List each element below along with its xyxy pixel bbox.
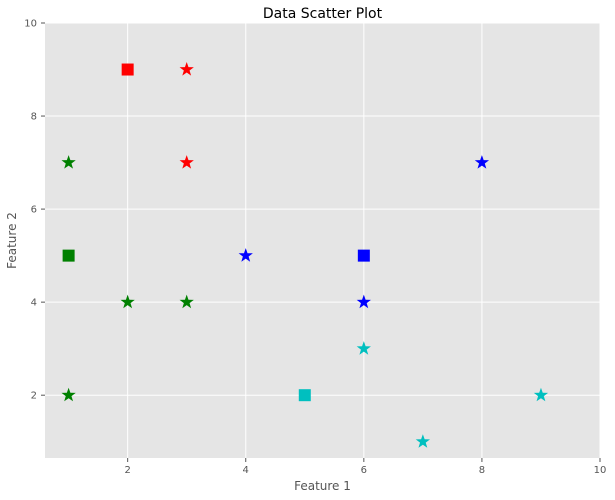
x-axis-label: Feature 1: [294, 479, 351, 493]
y-tick-label: 4: [31, 298, 37, 309]
star-marker: [179, 155, 194, 169]
star-marker: [61, 155, 76, 169]
y-axis-label: Feature 2: [5, 212, 19, 269]
x-tick-label: 10: [594, 465, 607, 476]
centroid-square-marker: [357, 249, 370, 262]
y-axis-ticks: 2 4 6 8 10: [24, 19, 45, 402]
x-axis-ticks: 2 4 6 8 10: [124, 458, 606, 476]
star-marker: [356, 341, 371, 355]
centroid-square-marker: [62, 249, 75, 262]
star-marker: [415, 434, 431, 448]
x-tick-label: 8: [479, 465, 485, 476]
star-marker: [356, 294, 371, 309]
star-marker: [238, 248, 253, 262]
plot-area: [45, 23, 600, 458]
star-marker: [179, 62, 194, 76]
data-points: [61, 62, 549, 448]
y-tick-label: 10: [24, 19, 37, 30]
star-marker: [120, 294, 135, 309]
y-tick-label: 2: [31, 391, 37, 402]
centroid-square-marker: [121, 63, 134, 76]
star-marker: [474, 155, 490, 169]
star-marker: [61, 387, 76, 402]
chart-title: Data Scatter Plot: [263, 6, 383, 22]
x-tick-label: 6: [361, 465, 367, 476]
centroid-square-marker: [298, 389, 311, 402]
x-tick-label: 2: [124, 465, 130, 476]
y-tick-label: 8: [31, 112, 37, 123]
x-tick-label: 4: [243, 465, 249, 476]
star-marker: [179, 294, 194, 309]
grid-lines: [45, 22, 601, 458]
star-marker: [533, 387, 549, 402]
y-tick-label: 6: [31, 205, 37, 216]
